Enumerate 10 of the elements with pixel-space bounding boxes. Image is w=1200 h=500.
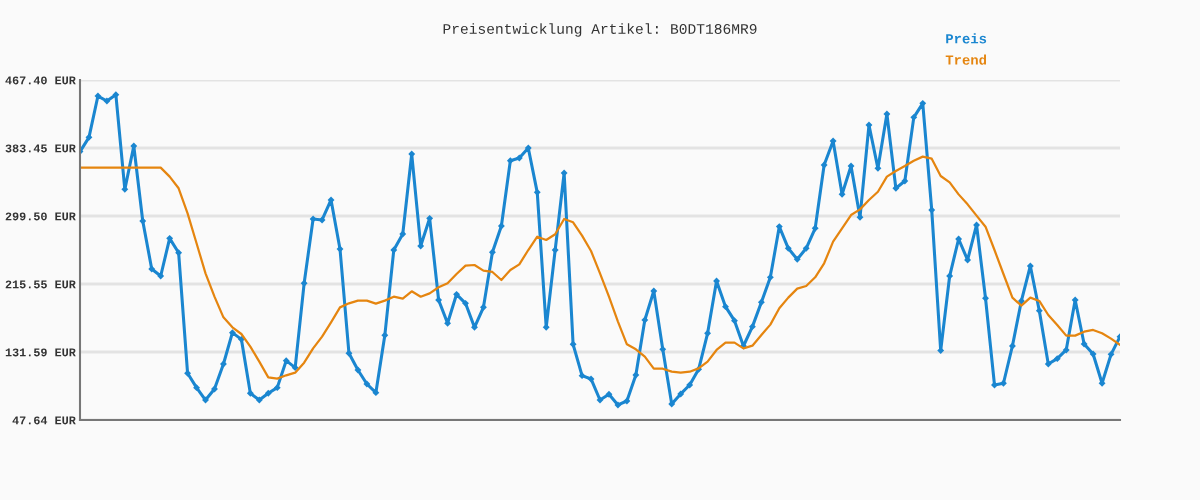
y-tick-label: 467.40 EUR	[5, 76, 76, 85]
chart-title: Preisentwicklung Artikel: B0DT186MR9	[443, 23, 757, 37]
line-series	[80, 155, 1120, 380]
y-tick-label: 47.64 EUR	[12, 416, 76, 425]
y-tick-label: 383.45 EUR	[5, 144, 76, 153]
y-tick-label: 131.59 EUR	[5, 348, 76, 357]
y-tick-label: 299.50 EUR	[5, 212, 76, 221]
y-tick-label: 215.55 EUR	[5, 280, 76, 289]
text: Trend	[945, 54, 987, 65]
text: Preis	[946, 33, 987, 44]
